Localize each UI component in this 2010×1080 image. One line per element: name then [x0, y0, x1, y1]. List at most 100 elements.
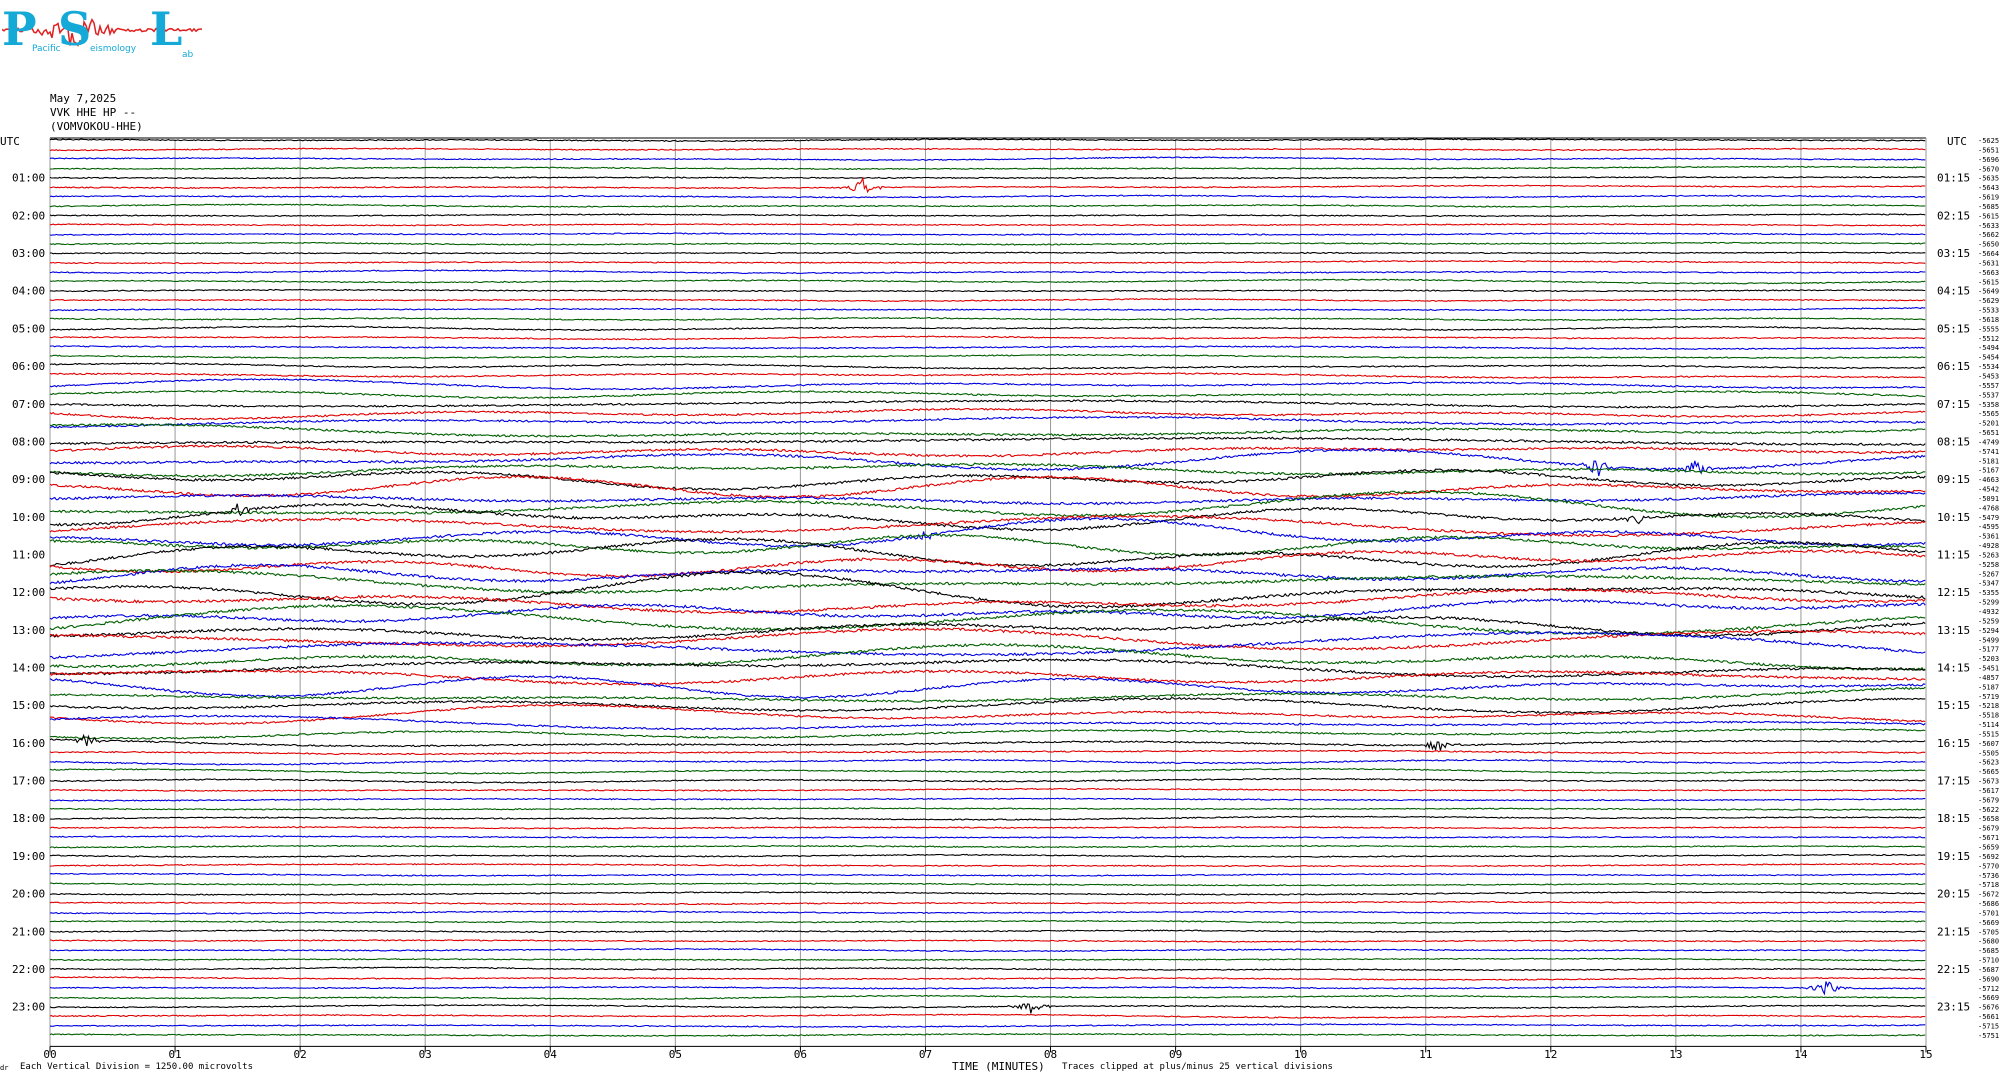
seismic-trace: [49, 176, 1926, 180]
hour-label-right: 03:15: [1937, 247, 1970, 260]
trace-offset-label: -5664: [1978, 250, 1999, 258]
seismic-trace: [49, 407, 1926, 421]
trace-offset-label: -5770: [1978, 862, 1999, 870]
seismic-trace: [49, 176, 1926, 194]
hour-label-right: 10:15: [1937, 511, 1970, 524]
seismic-trace: [49, 910, 1926, 915]
seismic-trace: [49, 203, 1926, 208]
seismic-trace: [49, 278, 1926, 285]
hour-label-right: 14:15: [1937, 662, 1970, 675]
seismic-trace: [49, 502, 1926, 532]
hour-label-left: 20:00: [12, 888, 45, 901]
x-tick-label: 12: [1544, 1048, 1557, 1061]
seismic-trace: [49, 570, 1926, 609]
trace-offset-label: -5623: [1978, 759, 1999, 767]
x-tick-label: 07: [919, 1048, 932, 1061]
hour-label-left: 10:00: [12, 511, 45, 524]
seismic-trace: [49, 475, 1926, 499]
trace-offset-label: -5258: [1978, 561, 1999, 569]
seismic-trace: [49, 232, 1926, 236]
x-tick-label: 02: [294, 1048, 307, 1061]
seismic-trace: [49, 675, 1926, 699]
logo-sub-1: Pacific: [32, 44, 61, 54]
seismic-trace: [49, 900, 1926, 906]
footer-mark: dr: [0, 1064, 9, 1072]
seismic-trace: [49, 260, 1926, 265]
trace-offset-label: -5650: [1978, 241, 1999, 249]
seismic-trace: [49, 862, 1926, 868]
record-date: May 7,2025: [50, 92, 117, 105]
seismic-trace: [49, 703, 1926, 726]
trace-offset-label: -5635: [1978, 175, 1999, 183]
trace-offset-label: -5629: [1978, 297, 1999, 305]
seismic-trace: [49, 378, 1926, 391]
trace-lines: [49, 138, 1926, 1037]
x-tick-label: 11: [1419, 1048, 1432, 1061]
hour-label-left: 05:00: [12, 322, 45, 335]
trace-offset-label: -5494: [1978, 344, 1999, 352]
seismic-trace: [49, 213, 1926, 218]
trace-offset-label: -5203: [1978, 655, 1999, 663]
seismic-trace: [49, 758, 1926, 766]
trace-offset-label: -5673: [1978, 778, 1999, 786]
hour-label-right: 11:15: [1937, 548, 1970, 561]
hour-label-right: 20:15: [1937, 888, 1970, 901]
trace-offset-label: -5651: [1978, 146, 1999, 154]
trace-offset-label: -5515: [1978, 730, 1999, 738]
logo-sub-2: eismology: [90, 44, 137, 54]
seismic-trace: [49, 777, 1926, 784]
trace-offset-label: -5719: [1978, 693, 1999, 701]
seismic-trace: [49, 514, 1926, 538]
x-tick-label: 08: [1044, 1048, 1057, 1061]
hour-label-right: 12:15: [1937, 586, 1970, 599]
trace-offset-label: -5114: [1978, 721, 1999, 729]
hour-label-right: 17:15: [1937, 775, 1970, 788]
trace-offset-label: -5710: [1978, 957, 1999, 965]
seismic-trace: [49, 947, 1926, 953]
seismic-trace: [49, 767, 1926, 775]
hour-label-right: 07:15: [1937, 398, 1970, 411]
trace-offset-label: -5167: [1978, 467, 1999, 475]
hour-label-left: 01:00: [12, 172, 45, 185]
hour-label-right: 09:15: [1937, 473, 1970, 486]
trace-offset-label: -4663: [1978, 476, 1999, 484]
x-tick-label: 14: [1794, 1048, 1808, 1061]
trace-offset-label: -5299: [1978, 599, 1999, 607]
seismic-trace: [49, 686, 1926, 703]
trace-offset-label: -4928: [1978, 542, 1999, 550]
trace-offset-label: -5685: [1978, 203, 1999, 211]
seismic-trace: [49, 919, 1926, 925]
trace-offset-label: -5670: [1978, 165, 1999, 173]
seismic-trace: [49, 288, 1926, 293]
seismic-trace: [49, 844, 1926, 849]
seismic-trace: [49, 872, 1926, 877]
seismic-trace: [50, 1023, 1926, 1028]
trace-offset-label: -5499: [1978, 636, 1999, 644]
trace-offset-label: -5557: [1978, 382, 1999, 390]
seismic-trace: [49, 335, 1926, 341]
trace-offset-label: -5361: [1978, 533, 1999, 541]
seismic-trace: [50, 627, 1926, 651]
seismic-trace: [49, 939, 1926, 943]
seismic-trace: [49, 399, 1926, 409]
trace-offset-label: -5479: [1978, 514, 1999, 522]
trace-offset-label: -5651: [1978, 429, 1999, 437]
seismic-trace: [49, 549, 1926, 578]
hour-label-left: 08:00: [12, 435, 45, 448]
trace-offset-label: -5454: [1978, 354, 1999, 362]
seismic-trace: [49, 631, 1926, 660]
hour-label-right: 08:15: [1937, 435, 1970, 448]
hour-label-right: 04:15: [1937, 285, 1970, 298]
seismic-trace: [49, 491, 1926, 506]
x-tick-label: 13: [1669, 1048, 1682, 1061]
hour-label-right: 15:15: [1937, 699, 1970, 712]
trace-offset-label: -5687: [1978, 966, 1999, 974]
hour-label-left: 16:00: [12, 737, 45, 750]
seismic-trace: [49, 797, 1926, 802]
trace-offset-label: -5201: [1978, 420, 1999, 428]
trace-offset-label: -5091: [1978, 495, 1999, 503]
trace-offset-label: -5633: [1978, 222, 1999, 230]
seismic-trace: [49, 696, 1926, 714]
trace-offset-label: -5669: [1978, 994, 1999, 1002]
